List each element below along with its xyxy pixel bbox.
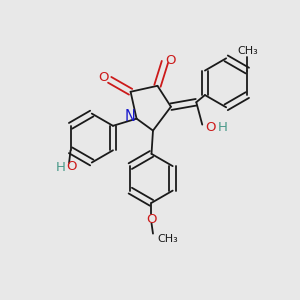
Text: CH₃: CH₃ bbox=[158, 234, 178, 244]
Text: H: H bbox=[218, 121, 227, 134]
Text: H: H bbox=[56, 161, 66, 174]
Text: O: O bbox=[206, 121, 216, 134]
Text: O: O bbox=[146, 213, 157, 226]
Text: N: N bbox=[124, 109, 135, 124]
Text: O: O bbox=[98, 71, 109, 84]
Text: O: O bbox=[66, 160, 77, 173]
Text: O: O bbox=[166, 54, 176, 67]
Text: CH₃: CH₃ bbox=[237, 46, 258, 56]
